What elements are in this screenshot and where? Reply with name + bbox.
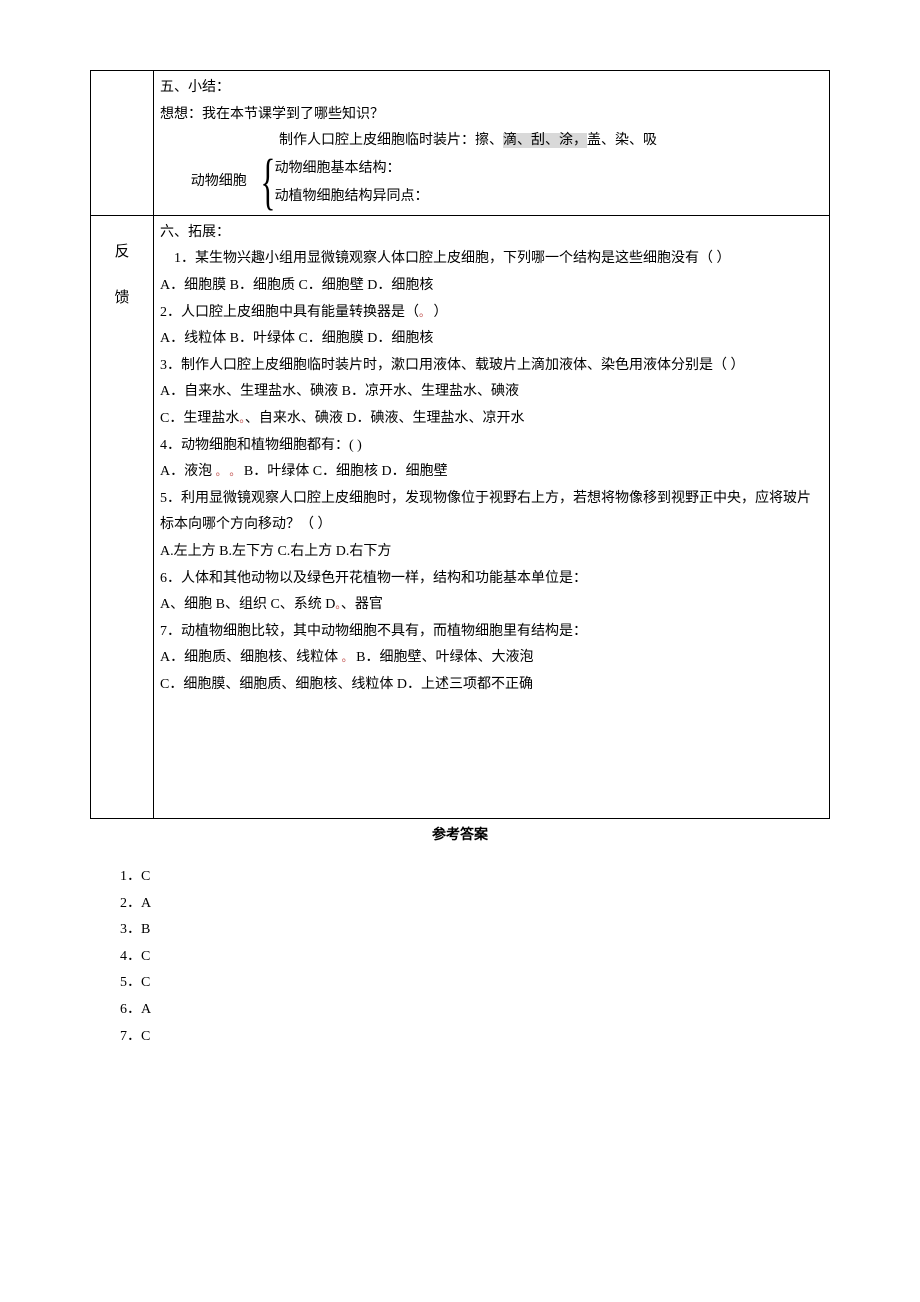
brace-a-prefix: 制作人口腔上皮细胞临时装片：擦、: [279, 133, 503, 148]
q3-opts-cd: C．生理盐水。、自来水、碘液 D．碘液、生理盐水、凉开水: [160, 406, 823, 433]
brace-item-c: 动植物细胞结构异同点：: [275, 183, 429, 211]
q2-stem-a: 2．人口腔上皮细胞中具有能量转换器是（: [160, 305, 419, 320]
q6-opts: A、细胞 B、组织 C、系统 D。、器官: [160, 592, 823, 619]
answer-1: 1．C: [120, 864, 830, 891]
q4-opts-a: A．液泡: [160, 464, 216, 479]
answer-5: 5．C: [120, 970, 830, 997]
q5-stem: 5．利用显微镜观察人口腔上皮细胞时，发现物像位于视野右上方，若想将物像移到视野正…: [160, 486, 823, 539]
q1-stem: 1．某生物兴趣小组用显微镜观察人体口腔上皮细胞，下列哪一个结构是这些细胞没有（ …: [160, 246, 823, 273]
brace-wrap: 动物细胞 { 动物细胞基本结构： 动植物细胞结构异同点：: [191, 155, 823, 211]
q7-opts-ab: A．细胞质、细胞核、线粒体 。 B．细胞壁、叶绿体、大液泡: [160, 645, 823, 672]
dot-icon: 。 。: [216, 466, 241, 478]
q2-stem-b: ）: [430, 305, 448, 320]
brace-items: 动物细胞基本结构： 动植物细胞结构异同点：: [275, 155, 429, 211]
answer-6: 6．A: [120, 997, 830, 1024]
answer-4: 4．C: [120, 944, 830, 971]
q3-stem: 3．制作人口腔上皮细胞临时装片时，漱口用液体、载玻片上滴加液体、染色用液体分别是…: [160, 353, 823, 380]
q4-opts-b: B．叶绿体 C．细胞核 D．细胞壁: [240, 464, 447, 479]
q6-opts-a: A、细胞 B、组织 C、系统 D: [160, 597, 335, 612]
feedback-side-cell: 反 馈: [91, 215, 154, 819]
main-table: 五、小结： 想想：我在本节课学到了哪些知识？ 制作人口腔上皮细胞临时装片：擦、滴…: [90, 70, 830, 819]
brace-a-suffix: 盖、染、吸: [587, 133, 657, 148]
brace-item-b: 动物细胞基本结构：: [275, 155, 429, 183]
summary-prompt: 想想：我在本节课学到了哪些知识？: [160, 102, 823, 129]
table-row: 五、小结： 想想：我在本节课学到了哪些知识？ 制作人口腔上皮细胞临时装片：擦、滴…: [91, 71, 830, 216]
q3-c-b: 、自来水、碘液 D．碘液、生理盐水、凉开水: [245, 411, 525, 426]
brace-icon: {: [260, 155, 275, 211]
brace-a-highlight: 滴、刮、涂，: [503, 133, 587, 148]
q2-opts: A．线粒体 B．叶绿体 C．细胞膜 D．细胞核: [160, 326, 823, 353]
q6-opts-b: 、器官: [341, 597, 383, 612]
q1-opts: A．细胞膜 B．细胞质 C．细胞壁 D．细胞核: [160, 273, 823, 300]
q4-opts: A．液泡 。 。 B．叶绿体 C．细胞核 D．细胞壁: [160, 459, 823, 486]
feedback-cell: 六、拓展： 1．某生物兴趣小组用显微镜观察人体口腔上皮细胞，下列哪一个结构是这些…: [154, 215, 830, 819]
dot-icon: 。: [342, 652, 353, 664]
side-char-1: 反: [97, 238, 147, 267]
q7-ab-b: B．细胞壁、叶绿体、大液泡: [353, 650, 534, 665]
q6-stem: 6．人体和其他动物以及绿色开花植物一样，结构和功能基本单位是：: [160, 566, 823, 593]
q7-ab-a: A．细胞质、细胞核、线粒体: [160, 650, 342, 665]
q7-stem: 7．动植物细胞比较，其中动物细胞不具有，而植物细胞里有结构是：: [160, 619, 823, 646]
q7-opts-cd: C．细胞膜、细胞质、细胞核、线粒体 D．上述三项都不正确: [160, 672, 823, 699]
feedback-heading: 六、拓展：: [160, 220, 823, 247]
brace-label: 动物细胞: [191, 169, 247, 196]
summary-side-cell: [91, 71, 154, 216]
answer-3: 3．B: [120, 917, 830, 944]
summary-heading: 五、小结：: [160, 75, 823, 102]
dot-icon: 。: [419, 307, 430, 319]
brace-item-a: 制作人口腔上皮细胞临时装片：擦、滴、刮、涂，盖、染、吸: [279, 128, 823, 155]
q2-stem: 2．人口腔上皮细胞中具有能量转换器是（。 ）: [160, 300, 823, 327]
q3-opts-ab: A．自来水、生理盐水、碘液 B．凉开水、生理盐水、碘液: [160, 379, 823, 406]
q5-opts: A.左上方 B.左下方 C.右上方 D.右下方: [160, 539, 823, 566]
side-char-2: 馈: [97, 284, 147, 313]
answers-title: 参考答案: [90, 823, 830, 850]
answers-list: 1．C 2．A 3．B 4．C 5．C 6．A 7．C: [120, 864, 830, 1050]
page-container: 五、小结： 想想：我在本节课学到了哪些知识？ 制作人口腔上皮细胞临时装片：擦、滴…: [0, 0, 920, 1090]
q3-c-a: C．生理盐水: [160, 411, 239, 426]
answer-7: 7．C: [120, 1024, 830, 1051]
summary-cell: 五、小结： 想想：我在本节课学到了哪些知识？ 制作人口腔上皮细胞临时装片：擦、滴…: [154, 71, 830, 216]
answer-2: 2．A: [120, 891, 830, 918]
q4-stem: 4．动物细胞和植物细胞都有：( ): [160, 433, 823, 460]
table-row: 反 馈 六、拓展： 1．某生物兴趣小组用显微镜观察人体口腔上皮细胞，下列哪一个结…: [91, 215, 830, 819]
